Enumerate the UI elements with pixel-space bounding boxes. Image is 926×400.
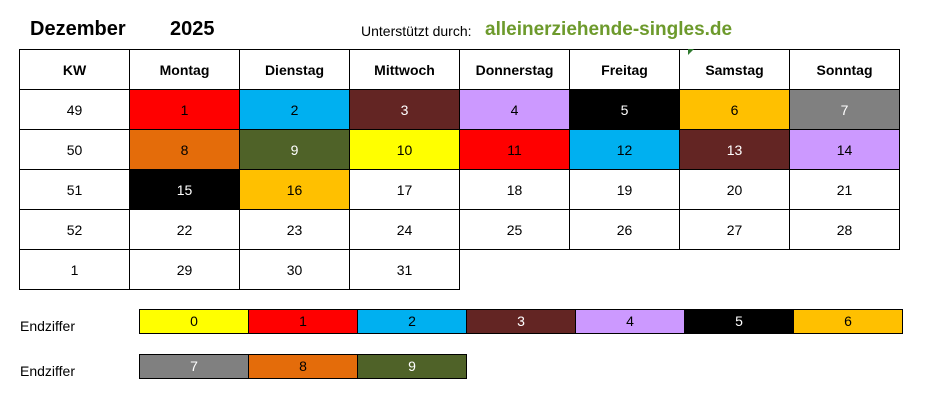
empty-cell bbox=[570, 250, 680, 290]
header-saturday: Samstag bbox=[679, 49, 790, 90]
header-row: KW Montag Dienstag Mittwoch Donnerstag F… bbox=[19, 49, 900, 90]
month-title: Dezember bbox=[30, 18, 126, 40]
day-cell: 25 bbox=[459, 209, 570, 250]
year-title: 2025 bbox=[170, 18, 215, 40]
day-cell: 2 bbox=[239, 89, 350, 130]
support-label: Unterstützt durch: bbox=[361, 23, 472, 39]
day-cell: 24 bbox=[349, 209, 460, 250]
week-row: 49 1 2 3 4 5 6 7 bbox=[19, 89, 900, 130]
legend-label-1: Endziffer bbox=[20, 318, 75, 334]
empty-cell bbox=[790, 250, 900, 290]
legend-row-2: 7 8 9 bbox=[139, 354, 467, 379]
legend-swatch: 6 bbox=[793, 309, 903, 334]
day-cell: 8 bbox=[129, 129, 240, 170]
legend-row-1: 0 1 2 3 4 5 6 bbox=[139, 309, 903, 334]
legend-swatch: 9 bbox=[357, 354, 467, 379]
week-row: 50 8 9 10 11 12 13 14 bbox=[19, 129, 900, 170]
day-cell: 21 bbox=[789, 169, 900, 210]
day-cell: 5 bbox=[569, 89, 680, 130]
day-cell: 23 bbox=[239, 209, 350, 250]
day-cell: 11 bbox=[459, 129, 570, 170]
day-cell: 15 bbox=[129, 169, 240, 210]
empty-cell bbox=[680, 250, 790, 290]
day-cell: 31 bbox=[349, 249, 460, 290]
legend-swatch: 8 bbox=[248, 354, 358, 379]
brand-link[interactable]: alleinerziehende-singles.de bbox=[485, 19, 733, 40]
week-row: 52 22 23 24 25 26 27 28 bbox=[19, 209, 900, 250]
day-cell: 30 bbox=[239, 249, 350, 290]
week-row: 1 29 30 31 bbox=[19, 249, 900, 290]
legend-label-2: Endziffer bbox=[20, 363, 75, 379]
legend-swatch: 5 bbox=[684, 309, 794, 334]
legend-swatch: 0 bbox=[139, 309, 249, 334]
legend-swatch: 3 bbox=[466, 309, 576, 334]
legend-swatch: 7 bbox=[139, 354, 249, 379]
day-cell: 26 bbox=[569, 209, 680, 250]
week-row: 51 15 16 17 18 19 20 21 bbox=[19, 169, 900, 210]
day-cell: 3 bbox=[349, 89, 460, 130]
header-sunday: Sonntag bbox=[789, 49, 900, 90]
legend-swatch: 2 bbox=[357, 309, 467, 334]
day-cell: 29 bbox=[129, 249, 240, 290]
day-cell: 10 bbox=[349, 129, 460, 170]
day-cell: 6 bbox=[679, 89, 790, 130]
calendar-table: KW Montag Dienstag Mittwoch Donnerstag F… bbox=[19, 49, 900, 290]
comment-marker bbox=[688, 49, 694, 55]
day-cell: 12 bbox=[569, 129, 680, 170]
day-cell: 19 bbox=[569, 169, 680, 210]
header-wednesday: Mittwoch bbox=[349, 49, 460, 90]
week-number: 51 bbox=[19, 169, 130, 210]
header-kw: KW bbox=[19, 49, 130, 90]
day-cell: 14 bbox=[789, 129, 900, 170]
legend-swatch: 4 bbox=[575, 309, 685, 334]
day-cell: 22 bbox=[129, 209, 240, 250]
day-cell: 13 bbox=[679, 129, 790, 170]
day-cell: 1 bbox=[129, 89, 240, 130]
header-monday: Montag bbox=[129, 49, 240, 90]
header-tuesday: Dienstag bbox=[239, 49, 350, 90]
empty-cell bbox=[460, 250, 570, 290]
day-cell: 18 bbox=[459, 169, 570, 210]
day-cell: 9 bbox=[239, 129, 350, 170]
legend-swatch: 1 bbox=[248, 309, 358, 334]
week-number: 50 bbox=[19, 129, 130, 170]
day-cell: 4 bbox=[459, 89, 570, 130]
day-cell: 16 bbox=[239, 169, 350, 210]
day-cell: 7 bbox=[789, 89, 900, 130]
week-number: 1 bbox=[19, 249, 130, 290]
day-cell: 17 bbox=[349, 169, 460, 210]
header-friday: Freitag bbox=[569, 49, 680, 90]
week-number: 49 bbox=[19, 89, 130, 130]
day-cell: 27 bbox=[679, 209, 790, 250]
day-cell: 28 bbox=[789, 209, 900, 250]
header-thursday: Donnerstag bbox=[459, 49, 570, 90]
week-number: 52 bbox=[19, 209, 130, 250]
day-cell: 20 bbox=[679, 169, 790, 210]
